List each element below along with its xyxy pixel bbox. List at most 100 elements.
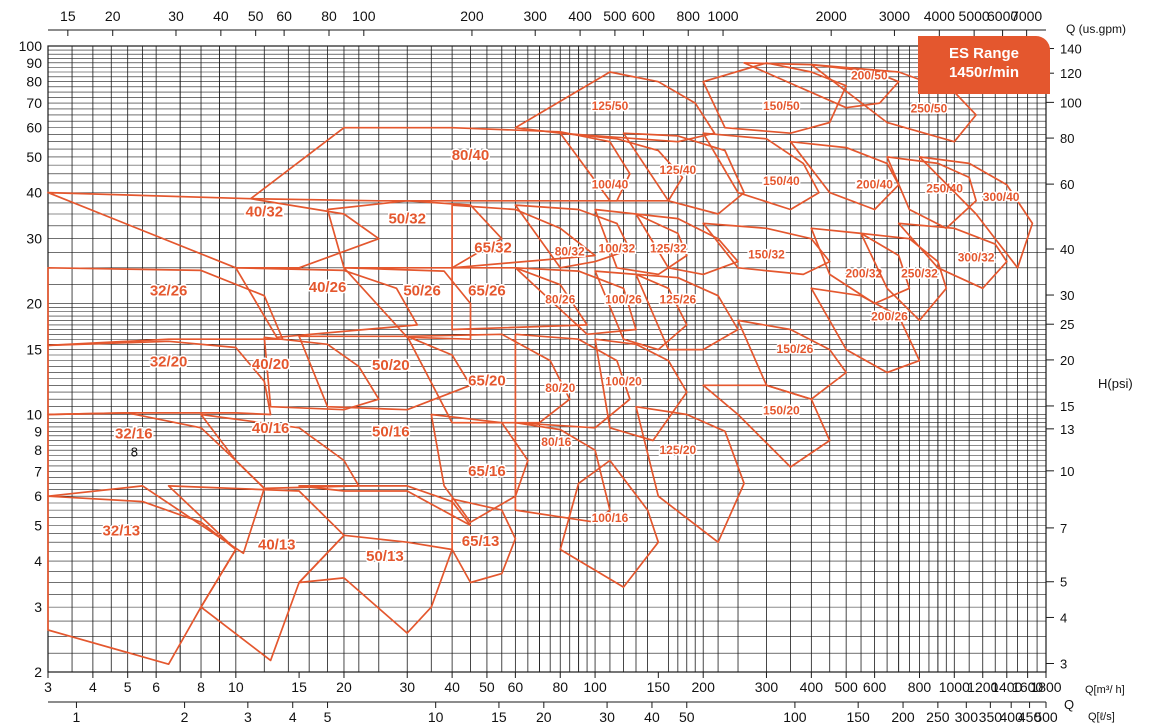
y-tick-label: 30: [26, 231, 42, 247]
y-tick-label: 100: [19, 38, 43, 54]
model-label: 125/26: [659, 293, 696, 307]
bottom-axis-unit-q: Q: [1064, 697, 1075, 712]
pump-curve-40-26: [234, 266, 419, 339]
y-tick-label: 15: [26, 342, 42, 358]
pump-curve-50-13: [298, 534, 453, 634]
x-tick-label: 150: [647, 679, 671, 695]
pump-curve-65-32: [451, 204, 596, 269]
x-tick-label: 5: [124, 679, 132, 695]
model-label: 250/40: [926, 182, 963, 196]
gpm-tick-label: 300: [524, 8, 548, 24]
y-tick-label: 10: [26, 406, 42, 422]
gpm-tick-label: 600: [632, 8, 656, 24]
model-label: 300/32: [958, 251, 995, 265]
pump-curve-80-20: [514, 333, 631, 429]
gpm-tick-label: 60: [276, 8, 292, 24]
model-label: 50/32: [388, 210, 426, 227]
x-tick-label: 40: [444, 679, 460, 695]
gpm-tick-label: 30: [168, 8, 184, 24]
model-label: 32/26: [150, 283, 188, 300]
badge-range: ES Range: [948, 45, 1020, 62]
x-tick-label: 10: [228, 679, 244, 695]
y-tick-label: 4: [34, 553, 42, 569]
x-tick-label: 600: [863, 679, 887, 695]
ls-tick-label: 3: [244, 709, 252, 725]
top-axis-unit: Q (us.gpm): [1066, 22, 1127, 36]
model-label: 65/32: [474, 240, 512, 257]
x-tick-label: 50: [479, 679, 495, 695]
model-label: 250/50: [911, 101, 948, 115]
pump-curve-65-26: [451, 266, 588, 331]
x-tick-label: 800: [908, 679, 932, 695]
y-tick-label: 6: [34, 488, 42, 504]
pump-curve-40-13: [167, 485, 345, 662]
range-badge: ES Range 1450r/min: [918, 36, 1050, 94]
gpm-tick-label: 20: [105, 8, 121, 24]
gpm-tick-label: 1000: [707, 8, 738, 24]
x-tick-label: 60: [508, 679, 524, 695]
model-label: 32/20: [150, 353, 188, 370]
x-tick-label: 1200: [967, 679, 998, 695]
y-tick-label: 8: [34, 442, 42, 458]
y-tick-label: 70: [26, 95, 42, 111]
gpm-tick-label: 4000: [924, 8, 955, 24]
pump-curve-300-40: [918, 156, 1034, 269]
psi-tick-label: 60: [1060, 177, 1074, 192]
pump-curve-32-13: [47, 495, 237, 666]
ls-tick-label: 30: [599, 709, 615, 725]
pump-curve-32-26: [47, 266, 284, 347]
gpm-tick-label: 800: [677, 8, 701, 24]
psi-tick-label: 13: [1060, 422, 1074, 437]
bottom-axis-unit-m3h: Q[m³/ h]: [1085, 684, 1125, 696]
gpm-tick-label: 80: [321, 8, 337, 24]
y-tick-label: 40: [26, 185, 42, 201]
x-tick-label: 6: [152, 679, 160, 695]
model-label: 50/16: [372, 424, 410, 441]
model-label: 125/40: [659, 163, 696, 177]
y-tick-label: 5: [34, 517, 42, 533]
pump-curve-200-26: [810, 287, 921, 374]
psi-tick-label: 100: [1060, 95, 1082, 110]
gpm-tick-label: 2000: [816, 8, 847, 24]
model-label: 150/32: [748, 248, 785, 262]
badge-speed: 1450r/min: [948, 64, 1020, 81]
pump-curve-250-50: [810, 63, 977, 143]
x-tick-label: 4: [89, 679, 97, 695]
psi-tick-label: 7: [1060, 521, 1067, 536]
y-tick-label: 20: [26, 296, 42, 312]
psi-tick-label: 25: [1060, 317, 1074, 332]
pump-curve-150-26: [737, 319, 848, 401]
model-label: 100/16: [592, 511, 629, 525]
psi-tick-label: 30: [1060, 288, 1074, 303]
pump-curve-80-40: [249, 126, 631, 202]
model-label: 40/26: [309, 279, 347, 296]
pump-curve-65-13: [451, 498, 517, 584]
gpm-tick-label: 400: [568, 8, 592, 24]
x-tick-label: 200: [692, 679, 716, 695]
gpm-tick-label: 7000: [1011, 8, 1042, 24]
ls-tick-label: 250: [926, 709, 950, 725]
x-tick-label: 1000: [939, 679, 970, 695]
pump-curve-32-20: [47, 340, 272, 416]
model-label: 80/32: [555, 245, 585, 259]
model-label: 80/40: [452, 147, 490, 164]
ls-tick-label: 1: [73, 709, 81, 725]
psi-tick-label: 80: [1060, 131, 1074, 146]
ls-tick-label: 10: [428, 709, 444, 725]
model-label: 125/32: [650, 242, 687, 256]
psi-tick-label: 5: [1060, 575, 1067, 590]
gpm-tick-label: 50: [248, 8, 264, 24]
x-tick-label: 100: [583, 679, 607, 695]
grid: [47, 45, 1047, 673]
ls-tick-label: 500: [1034, 709, 1058, 725]
pump-curve-125-20: [635, 405, 745, 544]
pump-curve-80-32: [514, 204, 631, 269]
model-label: 150/26: [777, 342, 814, 356]
x-tick-label: 1600: [1012, 679, 1043, 695]
model-label: 200/40: [856, 178, 893, 192]
y-tick-label: 50: [26, 149, 42, 165]
pump-curve-80-16: [514, 421, 611, 524]
pump-curve-100-20: [594, 338, 688, 442]
ticks: 2345678910152030405060708090100345710131…: [19, 8, 1082, 725]
